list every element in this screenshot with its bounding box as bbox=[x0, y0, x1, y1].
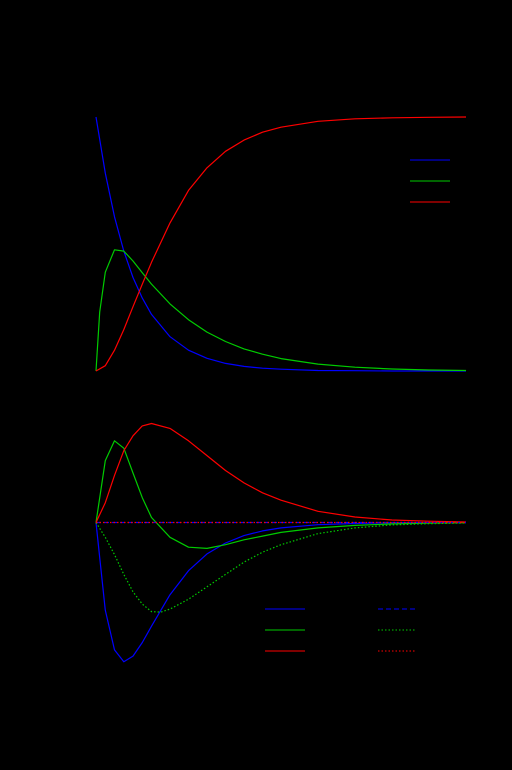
top-chart bbox=[95, 116, 467, 372]
chart-0-legend bbox=[410, 159, 450, 203]
chart-0-series-2-line bbox=[95, 116, 467, 372]
bottom-chart bbox=[95, 422, 467, 663]
chart-1-series-2-line bbox=[95, 422, 467, 523]
chart-1-series-4-line bbox=[95, 522, 467, 613]
chart-1-series-1-line bbox=[95, 440, 467, 550]
chart-1-series-0-line bbox=[95, 521, 467, 663]
chart-1-legend bbox=[265, 608, 416, 652]
chart-0-series-1-line bbox=[95, 249, 467, 372]
